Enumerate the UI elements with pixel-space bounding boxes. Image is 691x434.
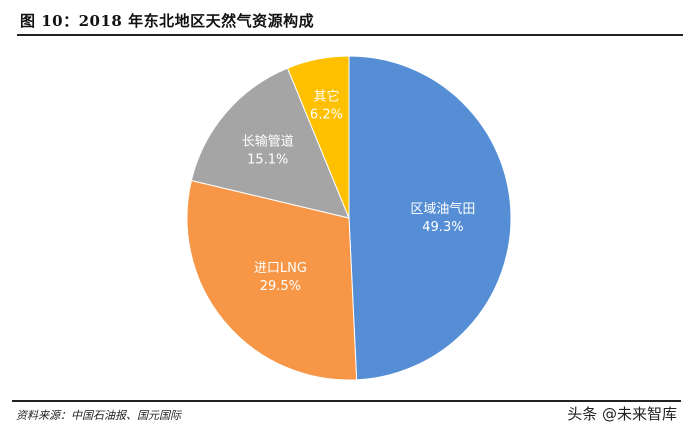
slice-label-name: 进口LNG <box>254 261 307 276</box>
slice-label-name: 区域油气田 <box>410 201 475 217</box>
figure-title: 图 10：2018 年东北地区天然气资源构成 <box>20 12 315 30</box>
slice-label-name: 长输管道 <box>242 133 294 149</box>
slice-label-name: 其它 <box>313 89 339 105</box>
source-note: 资料来源：中国石油报、国元国际 <box>16 409 181 422</box>
pie-slice <box>190 67 350 219</box>
slice-label-value: 49.3% <box>422 220 463 235</box>
pie-slice <box>348 55 512 381</box>
watermark: 头条 @未来智库 <box>567 405 677 423</box>
slice-label-value: 15.1% <box>247 152 288 167</box>
pie-slice <box>286 55 350 219</box>
slice-label-value: 29.5% <box>260 279 301 294</box>
slice-label-value: 6.2% <box>310 108 343 123</box>
title-divider <box>17 34 683 36</box>
pie-slice <box>186 179 358 381</box>
footer-divider <box>12 400 681 402</box>
